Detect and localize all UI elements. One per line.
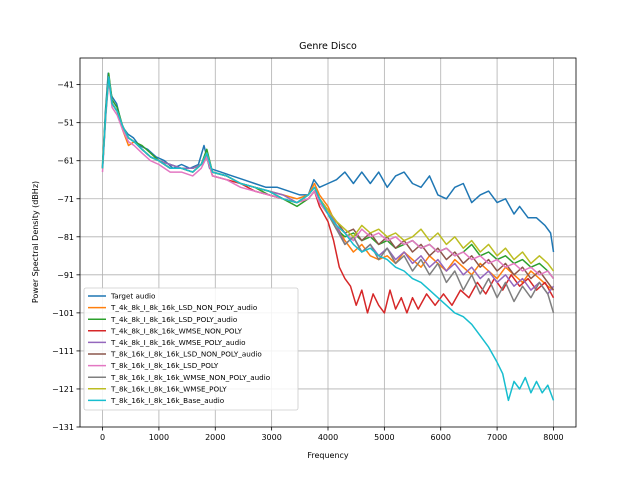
legend-entry: T_8k_16k_I_8k_16k_WMSE_NON_POLY_audio (110, 373, 270, 382)
legend-entry: T_8k_16k_I_8k_16k_Base_audio (110, 396, 224, 405)
y-axis-ticks: −131 −121 −111 −101 −91 −81 −71 −61 −51 −41 (52, 81, 80, 432)
legend-entry: Target audio (110, 292, 155, 301)
y-tick-label: −81 (57, 233, 74, 242)
x-tick-label: 4000 (318, 433, 338, 442)
legend: Target audio T_4k_8k_I_8k_16k_LSD_NON_POL… (83, 287, 299, 411)
x-tick-label: 2000 (205, 433, 225, 442)
legend-entry: T_8k_16k_I_8k_16k_LSD_POLY (110, 361, 219, 370)
legend-entry: T_8k_16k_I_8k_16k_WMSE_POLY (110, 384, 227, 393)
x-axis-label: Frequency (307, 451, 349, 460)
x-axis-ticks: 0 1000 2000 3000 4000 5000 6000 7000 8000 (100, 427, 564, 442)
y-tick-label: −121 (52, 385, 74, 394)
chart-title: Genre Disco (299, 41, 357, 52)
legend-entry: T_4k_8k_I_8k_16k_LSD_POLY_audio (110, 315, 237, 324)
x-tick-label: 0 (100, 433, 105, 442)
legend-entry: T_4k_8k_I_8k_16k_WMSE_POLY_audio (110, 338, 246, 347)
legend-entry: T_4k_8k_I_8k_16k_LSD_NON_POLY_audio (110, 303, 257, 312)
x-tick-label: 3000 (261, 433, 281, 442)
legend-box (83, 287, 299, 411)
legend-entry: T_4k_8k_I_8k_16k_WMSE_NON_POLY (110, 326, 243, 335)
x-tick-label: 1000 (149, 433, 169, 442)
legend-entry: T_8k_16k_I_8k_16k_LSD_NON_POLY_audio (110, 350, 262, 359)
x-tick-label: 5000 (374, 433, 394, 442)
x-tick-label: 6000 (431, 433, 451, 442)
y-tick-label: −131 (52, 423, 74, 432)
y-axis-label: Power Spectral Density (dBHz) (31, 181, 40, 303)
y-tick-label: −111 (52, 347, 74, 356)
x-tick-label: 8000 (543, 433, 563, 442)
series-line-1 (101, 72, 555, 253)
y-tick-label: −61 (57, 157, 74, 166)
y-tick-label: −91 (57, 271, 74, 280)
series-lines (101, 72, 555, 402)
y-tick-label: −101 (52, 309, 74, 318)
x-tick-label: 7000 (487, 433, 507, 442)
grid-lines (80, 58, 576, 427)
y-tick-label: −71 (57, 195, 74, 204)
y-tick-label: −41 (57, 81, 74, 90)
series-line-10 (101, 76, 555, 402)
y-tick-label: −51 (57, 119, 74, 128)
